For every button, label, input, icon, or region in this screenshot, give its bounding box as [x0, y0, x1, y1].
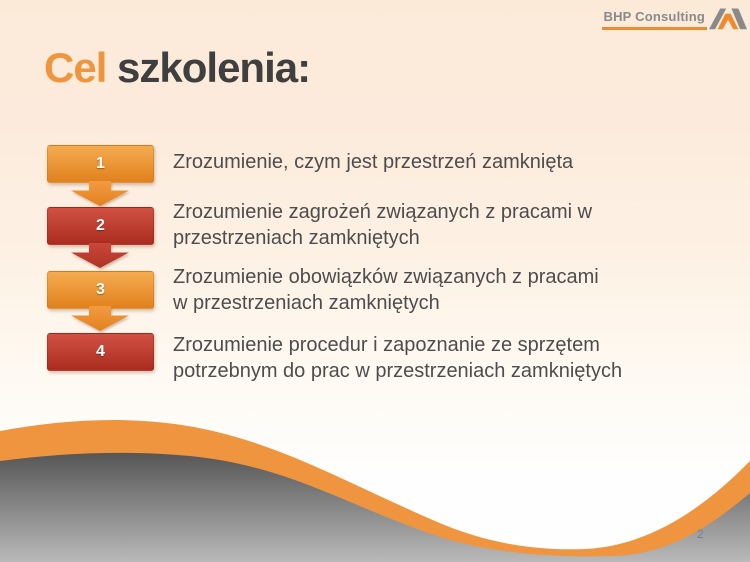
- bhp-consulting-logo: BHP Consulting: [601, 6, 747, 30]
- step-number: 3: [96, 281, 105, 298]
- down-arrow-shape: [71, 181, 129, 206]
- step-number: 1: [96, 155, 105, 172]
- step-box-3: 3: [47, 271, 154, 309]
- down-arrow-icon: [71, 306, 129, 331]
- title-accent: Cel: [44, 44, 107, 91]
- wave-orange-band: [0, 420, 750, 562]
- logo-text: BHP Consulting: [601, 9, 707, 30]
- step-number: 4: [96, 343, 105, 360]
- step-text-2: Zrozumienie zagrożeń związanych z pracam…: [173, 201, 593, 249]
- step-text-1: Zrozumienie, czym jest przestrzeń zamkni…: [173, 151, 574, 173]
- step-text-4: Zrozumienie procedur i zapoznanie ze spr…: [173, 334, 623, 382]
- page-number: 2: [697, 527, 704, 541]
- step-number: 2: [96, 217, 105, 234]
- down-arrow-shape: [71, 243, 129, 268]
- step-text-3: Zrozumienie obowiązków związanych z prac…: [173, 266, 599, 314]
- step-box-1: 1: [47, 145, 154, 183]
- mountain-logo-icon: [709, 8, 747, 30]
- down-arrow-icon: [71, 243, 129, 268]
- down-arrow-shape: [71, 306, 129, 331]
- page-title: Cel szkolenia:: [44, 44, 311, 92]
- title-rest: szkolenia:: [106, 44, 311, 91]
- step-box-2: 2: [47, 207, 154, 245]
- down-arrow-icon: [71, 181, 129, 206]
- step-box-4: 4: [47, 333, 154, 371]
- wave-gray-band: [0, 452, 750, 562]
